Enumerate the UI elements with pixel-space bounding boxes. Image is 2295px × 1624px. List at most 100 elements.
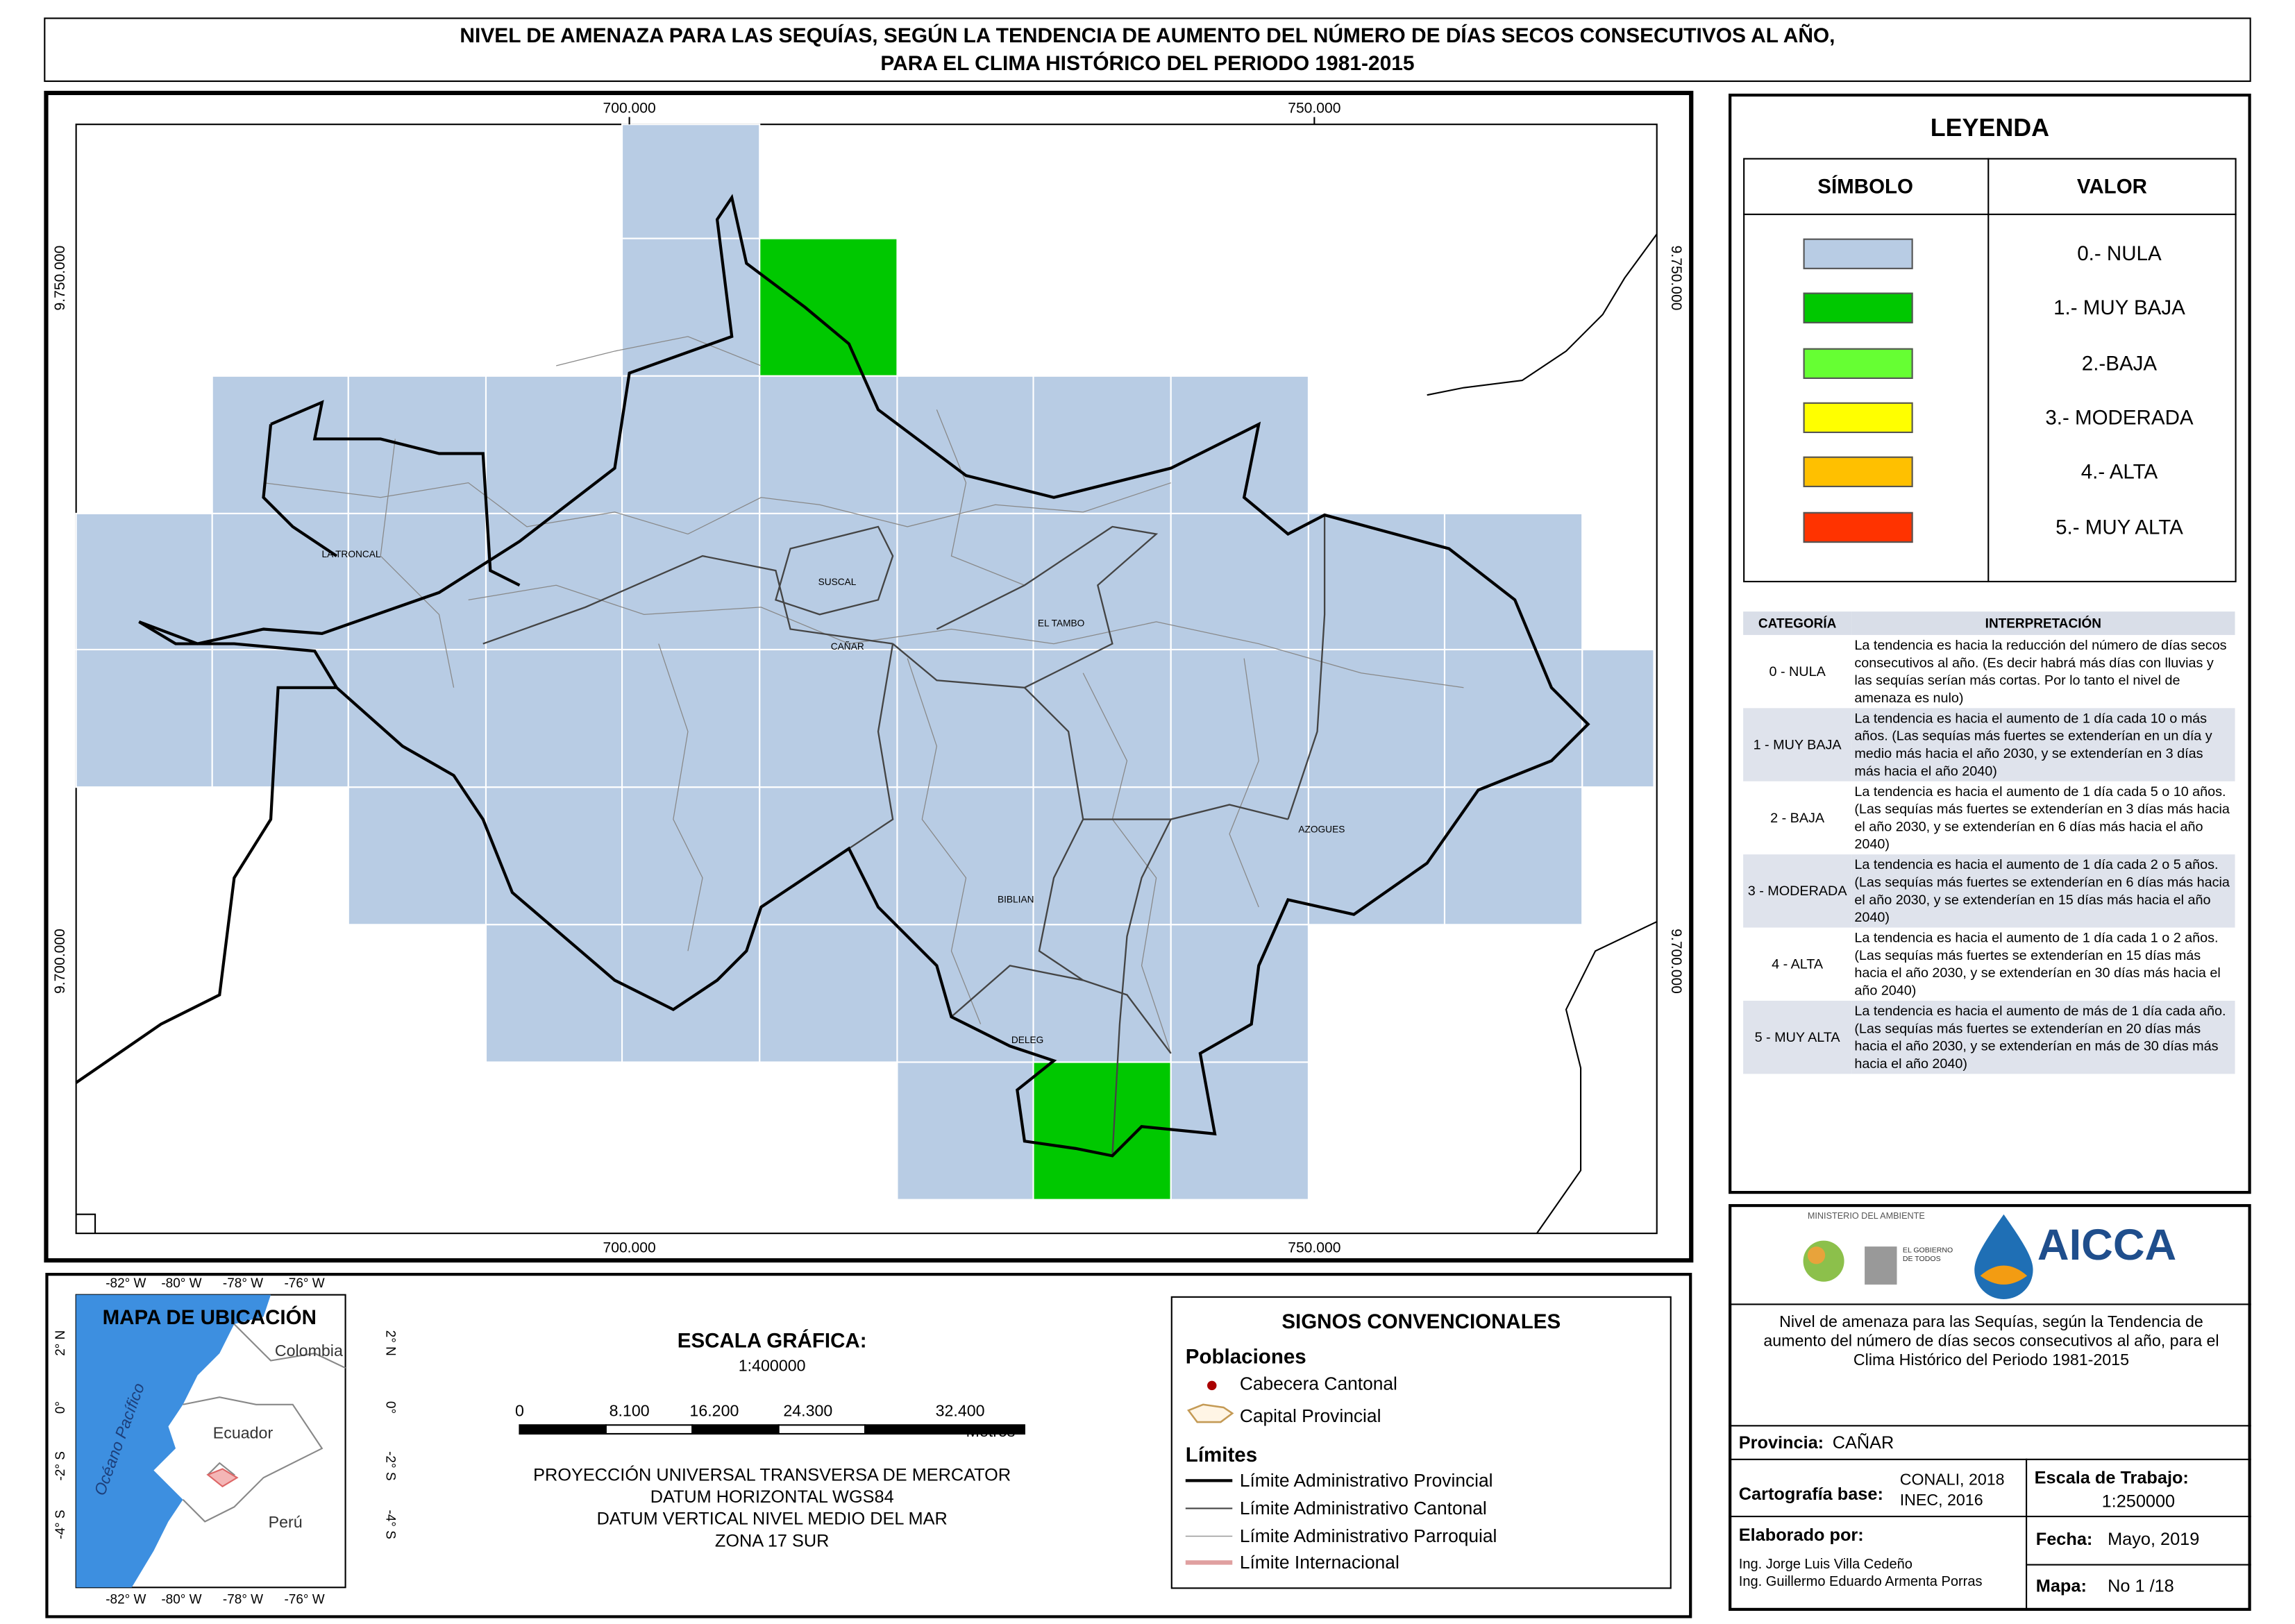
interpretation: La tendencia es hacia el aumento de 1 dí… bbox=[1854, 782, 2230, 852]
scale-title: ESCALA GRÁFICA: bbox=[677, 1328, 867, 1352]
author: Ing. Jorge Luis Villa Cedeño bbox=[1738, 1557, 1912, 1573]
scale-segment bbox=[777, 1424, 866, 1435]
field-label: Provincia: bbox=[1738, 1432, 1824, 1453]
grid-cell bbox=[347, 648, 487, 788]
scale-bar: 0 8.100 16.200 24.300 32.400 Metros bbox=[515, 1402, 1025, 1440]
legend-label: 5.- MUY ALTA bbox=[2056, 514, 2183, 538]
field-label: Mapa: bbox=[2035, 1575, 2087, 1596]
lon-label: -82° W bbox=[106, 1276, 146, 1291]
lon-label: -76° W bbox=[284, 1276, 324, 1291]
rule bbox=[1729, 1515, 2251, 1518]
projection-line: PROYECCIÓN UNIVERSAL TRANSVERSA DE MERCA… bbox=[533, 1464, 1011, 1485]
scale-segment bbox=[605, 1424, 693, 1435]
category: 5 - MUY ALTA bbox=[1743, 1000, 1852, 1074]
grid-cell bbox=[485, 512, 623, 651]
legend-panel bbox=[1729, 93, 2251, 1194]
legend-title: LEYENDA bbox=[1930, 114, 2049, 142]
lon-label: -82° W bbox=[106, 1592, 146, 1607]
grid-cell bbox=[759, 375, 898, 514]
government: EL GOBIERNO DE TODOS bbox=[1902, 1246, 1953, 1264]
scale-unit: Metros bbox=[966, 1422, 1016, 1440]
grid-cell bbox=[1443, 648, 1583, 788]
interpretation: La tendencia es hacia el aumento de 1 dí… bbox=[1851, 708, 2235, 781]
field-label: Fecha: bbox=[2035, 1528, 2093, 1550]
projection-line: DATUM HORIZONTAL WGS84 bbox=[650, 1486, 894, 1507]
signs-symbols bbox=[1185, 1380, 1234, 1565]
legend-table bbox=[1743, 158, 2237, 583]
legend-swatch bbox=[1803, 511, 1913, 543]
scale-tick: 32.400 bbox=[936, 1402, 985, 1420]
x-coordinate: 700.000 bbox=[603, 1240, 656, 1256]
grid-cell bbox=[896, 512, 1034, 651]
field-value: CAÑAR bbox=[1832, 1432, 1894, 1453]
x-coordinate: 700.000 bbox=[603, 100, 656, 116]
country: Ecuador bbox=[213, 1423, 274, 1441]
location-map: -82° W -82° W -80° W -80° W -78° W -78° W -76°… bbox=[53, 1276, 398, 1607]
scale-tick: 24.300 bbox=[783, 1402, 832, 1420]
place-name: LA TRONCAL bbox=[322, 549, 381, 559]
place-name: AZOGUES bbox=[1298, 824, 1345, 835]
category: 1 - MUY BAJA bbox=[1743, 708, 1852, 781]
place-name: EL TAMBO bbox=[1038, 618, 1084, 628]
signs-box bbox=[1170, 1296, 1672, 1589]
x-coordinate: 750.000 bbox=[1288, 1240, 1340, 1256]
place-name: SUSCAL bbox=[818, 577, 857, 587]
scale-tick: 8.100 bbox=[610, 1402, 650, 1420]
place-name: DELEG bbox=[1011, 1035, 1043, 1045]
lat-label: 2° N bbox=[53, 1330, 68, 1356]
country: Perú bbox=[269, 1513, 303, 1531]
grid-cell bbox=[1170, 512, 1309, 651]
grid-cell bbox=[485, 924, 623, 1063]
scale-segment bbox=[691, 1424, 780, 1435]
scale-segment bbox=[519, 1424, 607, 1435]
sign-label: Capital Provincial bbox=[1239, 1405, 1381, 1427]
province-highlight bbox=[206, 1468, 239, 1488]
grid-cell bbox=[485, 375, 623, 514]
scale-segment bbox=[864, 1424, 1025, 1435]
field-label: Elaborado por: bbox=[1738, 1524, 1864, 1546]
interpretation-table: CATEGORÍA INTERPRETACIÓN 0 - NULA La tend… bbox=[1743, 611, 2235, 1074]
provincial-limit bbox=[262, 400, 521, 587]
field-value: Mayo, 2019 bbox=[2108, 1528, 2200, 1550]
grid-cell bbox=[621, 786, 761, 926]
table-row: 0 - NULA La tendencia es hacia la reducci… bbox=[1743, 635, 2235, 708]
table-header: INTERPRETACIÓN bbox=[1851, 611, 2235, 635]
place-name: CAÑAR bbox=[831, 641, 864, 652]
legend-label: 3.- MODERADA bbox=[2045, 405, 2194, 429]
grid-cell bbox=[759, 924, 898, 1063]
grid-cell bbox=[347, 512, 487, 651]
grid-cell bbox=[896, 375, 1034, 514]
legend-header: VALOR bbox=[2076, 174, 2147, 198]
grid-cell bbox=[1032, 375, 1172, 514]
grid-cells bbox=[75, 124, 1655, 1201]
category: 2 - BAJA bbox=[1770, 809, 1825, 825]
symbol-cantonal bbox=[1207, 1380, 1217, 1391]
table-row: 3 - MODERADA La tendencia es hacia el aum… bbox=[1743, 854, 2235, 928]
place-names: LA TRONCAL SUSCAL CAÑAR EL TAMBO AZOGUES BIBL… bbox=[322, 549, 1345, 1045]
grid-cell bbox=[75, 648, 213, 788]
legend-rule bbox=[1987, 158, 1990, 583]
scale-tick: 16.200 bbox=[689, 1402, 739, 1420]
lat-label: -4° S bbox=[383, 1509, 398, 1539]
ocean bbox=[76, 1294, 271, 1588]
table-row: 2 - BAJA La tendencia es hacia el aumento… bbox=[1743, 781, 2235, 854]
projection: PROYECCIÓN UNIVERSAL TRANSVERSA DE MERCA… bbox=[483, 1464, 1061, 1552]
grid-cell bbox=[896, 648, 1034, 788]
field-value: No 1 /18 bbox=[2108, 1575, 2174, 1596]
legend-label: 1.- MUY BAJA bbox=[2053, 296, 2185, 320]
category: 4 - ALTA bbox=[1772, 955, 1824, 972]
category: 0 - NULA bbox=[1769, 662, 1826, 679]
grid-cell bbox=[759, 512, 898, 651]
ministry: MINISTERIO DEL AMBIENTE bbox=[1807, 1212, 1925, 1222]
signs-title: SIGNOS CONVENCIONALES bbox=[1281, 1309, 1561, 1333]
scale-ratio: 1:400000 bbox=[738, 1357, 806, 1376]
table-row: 1 - MUY BAJA La tendencia es hacia el aum… bbox=[1743, 708, 2235, 781]
table-row: 5 - MUY ALTA La tendencia es hacia el aum… bbox=[1743, 1000, 2235, 1074]
grid-cell bbox=[75, 512, 213, 651]
lon-label: -80° W bbox=[161, 1276, 201, 1291]
grid-cell bbox=[621, 924, 761, 1063]
interpretation: La tendencia es hacia el aumento de 1 dí… bbox=[1851, 854, 2235, 928]
rule bbox=[1729, 1458, 2251, 1460]
grid-cell bbox=[896, 1061, 1034, 1201]
grid-cell bbox=[621, 375, 761, 514]
